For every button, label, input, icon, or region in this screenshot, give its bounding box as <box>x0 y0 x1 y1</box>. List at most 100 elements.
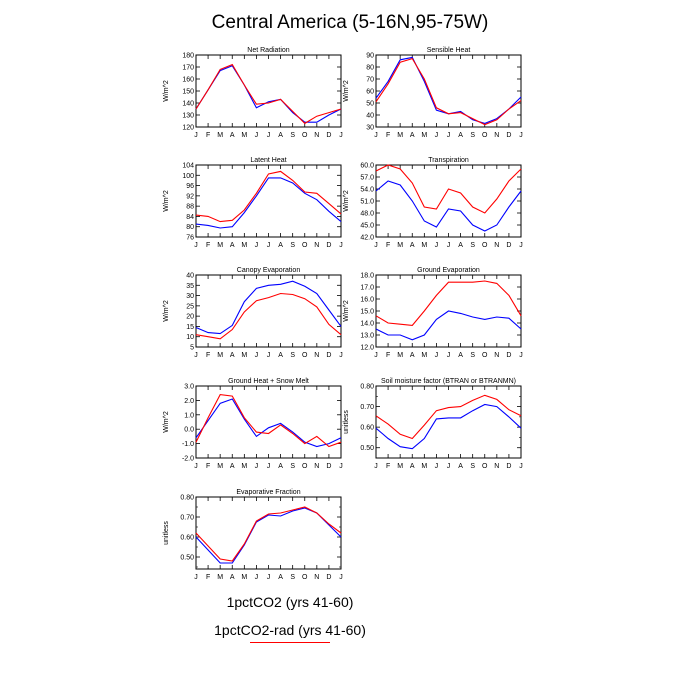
y-tick-label: 14.0 <box>360 321 374 328</box>
plot-frame <box>195 496 342 570</box>
series-line-red <box>375 394 522 440</box>
y-tick-label: 3.0 <box>184 384 194 391</box>
y-axis-label: W/m^2 <box>343 80 350 102</box>
series-line-blue <box>375 310 522 341</box>
x-tick-label: D <box>326 132 331 139</box>
y-tick-label: 54.0 <box>360 187 374 194</box>
y-axis-label: W/m^2 <box>163 300 170 322</box>
x-tick-label: J <box>267 352 271 359</box>
x-tick-label: S <box>290 463 295 470</box>
x-tick-label: J <box>255 463 259 470</box>
y-tick-label: 15.0 <box>360 309 374 316</box>
x-tick-label: F <box>386 352 390 359</box>
x-tick-label: J <box>267 132 271 139</box>
y-axis-label: W/m^2 <box>343 300 350 322</box>
x-tick-label: J <box>447 132 451 139</box>
y-tick-label: 80 <box>366 65 374 72</box>
x-tick-label: O <box>302 132 308 139</box>
x-tick-label: M <box>421 132 427 139</box>
page-title: Central America (5-16N,95-75W) <box>211 12 489 33</box>
y-axis-label: W/m^2 <box>163 80 170 102</box>
y-tick-label: 84 <box>186 214 194 221</box>
y-tick-label: 100 <box>182 173 194 180</box>
y-tick-label: 17.0 <box>360 285 374 292</box>
x-tick-label: J <box>267 574 271 581</box>
x-tick-label: A <box>410 463 415 470</box>
series-line-red <box>195 63 342 125</box>
x-tick-label: F <box>206 352 210 359</box>
x-tick-label: A <box>410 132 415 139</box>
legend-entry-1: 1pctCO2 (yrs 41-60) <box>226 594 354 610</box>
x-tick-label: A <box>458 352 463 359</box>
y-tick-label: 42.0 <box>360 235 374 242</box>
y-tick-label: 40 <box>186 273 194 280</box>
y-tick-label: 70 <box>366 77 374 84</box>
series-line-blue <box>375 403 522 450</box>
x-tick-label: M <box>421 352 427 359</box>
x-tick-label: M <box>217 463 223 470</box>
x-tick-label: S <box>290 352 295 359</box>
x-tick-label: O <box>302 352 308 359</box>
plot-frame <box>195 54 342 128</box>
x-tick-label: S <box>470 132 475 139</box>
x-tick-label: A <box>278 463 283 470</box>
y-tick-label: 140 <box>182 101 194 108</box>
plot-frame <box>375 164 522 238</box>
y-tick-label: 120 <box>182 125 194 132</box>
panel-title: Soil moisture factor (BTRAN or BTRANMN) <box>381 378 516 385</box>
x-tick-label: S <box>290 242 295 249</box>
x-tick-label: O <box>302 463 308 470</box>
y-tick-label: 130 <box>182 113 194 120</box>
series-line-blue <box>375 180 522 232</box>
x-tick-label: S <box>290 574 295 581</box>
series-line-red <box>375 57 522 126</box>
panel-title: Evaporative Fraction <box>236 489 300 496</box>
x-tick-label: J <box>194 463 198 470</box>
y-tick-label: 30 <box>366 125 374 132</box>
panel-title: Ground Heat + Snow Melt <box>228 378 309 385</box>
x-tick-label: D <box>506 132 511 139</box>
y-tick-label: 80 <box>186 224 194 231</box>
x-tick-label: M <box>397 132 403 139</box>
x-tick-label: F <box>206 574 210 581</box>
y-tick-label: 51.0 <box>360 199 374 206</box>
x-tick-label: A <box>458 242 463 249</box>
x-tick-label: J <box>339 574 343 581</box>
x-tick-label: J <box>435 242 439 249</box>
x-tick-label: M <box>217 132 223 139</box>
x-tick-label: O <box>482 132 488 139</box>
x-tick-label: S <box>470 242 475 249</box>
x-tick-label: D <box>326 463 331 470</box>
x-tick-label: D <box>506 352 511 359</box>
series-line-blue <box>195 398 342 448</box>
x-tick-label: J <box>194 352 198 359</box>
y-tick-label: 20 <box>186 314 194 321</box>
x-tick-label: J <box>339 242 343 249</box>
y-tick-label: 2.0 <box>184 398 194 405</box>
y-axis-label: W/m^2 <box>343 190 350 212</box>
plot-frame <box>195 164 342 238</box>
y-tick-label: 76 <box>186 235 194 242</box>
x-tick-label: M <box>217 574 223 581</box>
x-tick-label: A <box>458 463 463 470</box>
x-tick-label: N <box>314 132 319 139</box>
series-line-red <box>195 170 342 223</box>
x-tick-label: A <box>230 242 235 249</box>
x-tick-label: D <box>506 463 511 470</box>
y-tick-label: 35 <box>186 283 194 290</box>
x-tick-label: F <box>386 132 390 139</box>
y-tick-label: 13.0 <box>360 333 374 340</box>
y-axis-label: unitless <box>163 521 170 545</box>
y-tick-label: 180 <box>182 53 194 60</box>
x-tick-label: J <box>435 463 439 470</box>
plot-frame <box>375 385 522 459</box>
y-tick-label: 5 <box>190 345 194 352</box>
y-tick-label: 170 <box>182 65 194 72</box>
y-tick-label: 40 <box>366 113 374 120</box>
legend-red-line <box>250 642 330 643</box>
x-tick-label: F <box>386 242 390 249</box>
x-tick-label: J <box>374 463 378 470</box>
series-line-red <box>195 506 342 562</box>
x-tick-label: J <box>435 352 439 359</box>
x-tick-label: A <box>278 242 283 249</box>
